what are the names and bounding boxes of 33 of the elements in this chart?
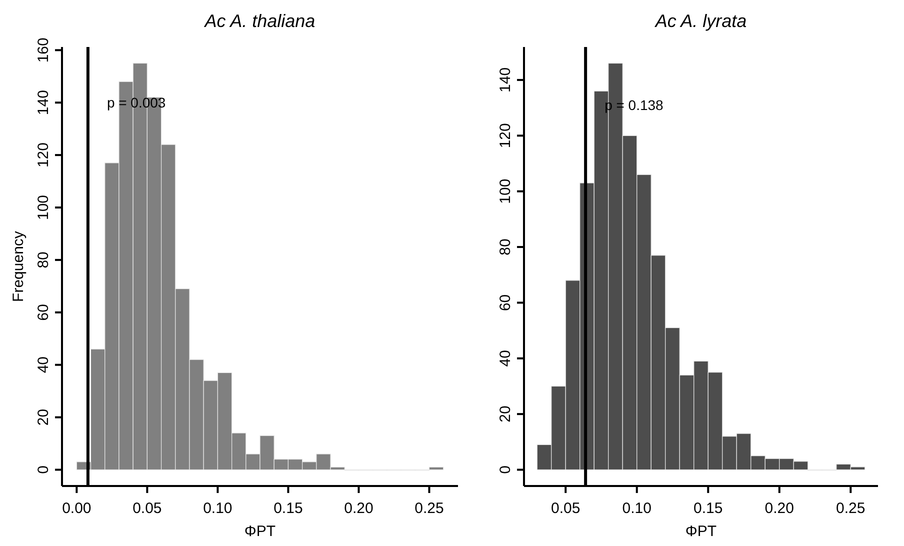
y-tick-label: 140 <box>497 67 514 92</box>
y-tick-label: 0 <box>497 466 514 474</box>
x-tick-label: 0.20 <box>344 500 374 517</box>
x-tick-label: 0.05 <box>551 500 580 517</box>
x-tick-label: 0.05 <box>132 500 162 517</box>
y-tick-label: 160 <box>35 38 52 63</box>
y-tick-label: 40 <box>497 350 514 367</box>
x-tick-label: 0.25 <box>414 500 444 517</box>
y-tick-label: 100 <box>497 178 514 204</box>
y-tick-label: 0 <box>35 466 52 474</box>
y-tick-label: 80 <box>497 238 514 256</box>
y-tick-label: 120 <box>35 142 52 168</box>
y-tick-label: 60 <box>35 304 52 321</box>
x-axis-title: ΦPT <box>685 523 717 540</box>
chart-title: Ac A. lyrata <box>654 11 747 31</box>
y-tick-label: 80 <box>35 252 52 268</box>
y-tick-label: 60 <box>497 294 514 312</box>
x-tick-label: 0.15 <box>694 500 723 517</box>
y-tick-label: 40 <box>35 356 52 374</box>
x-tick-label: 0.25 <box>836 500 866 517</box>
y-tick-label: 120 <box>497 123 514 148</box>
y-axis-title: Frequency <box>10 230 27 302</box>
x-axis-title: ΦPT <box>244 523 276 540</box>
y-tick-label: 20 <box>35 408 52 426</box>
x-tick-label: 0.15 <box>274 500 303 517</box>
x-tick-label: 0.10 <box>203 500 232 517</box>
chart-title: Ac A. thaliana <box>204 11 316 31</box>
y-tick-label: 20 <box>497 406 514 422</box>
x-tick-label: 0.10 <box>622 500 652 517</box>
x-tick-label: 0.20 <box>764 500 794 517</box>
y-tick-label: 100 <box>35 194 52 220</box>
x-tick-label: 0.00 <box>62 500 92 517</box>
y-tick-label: 140 <box>35 90 52 116</box>
